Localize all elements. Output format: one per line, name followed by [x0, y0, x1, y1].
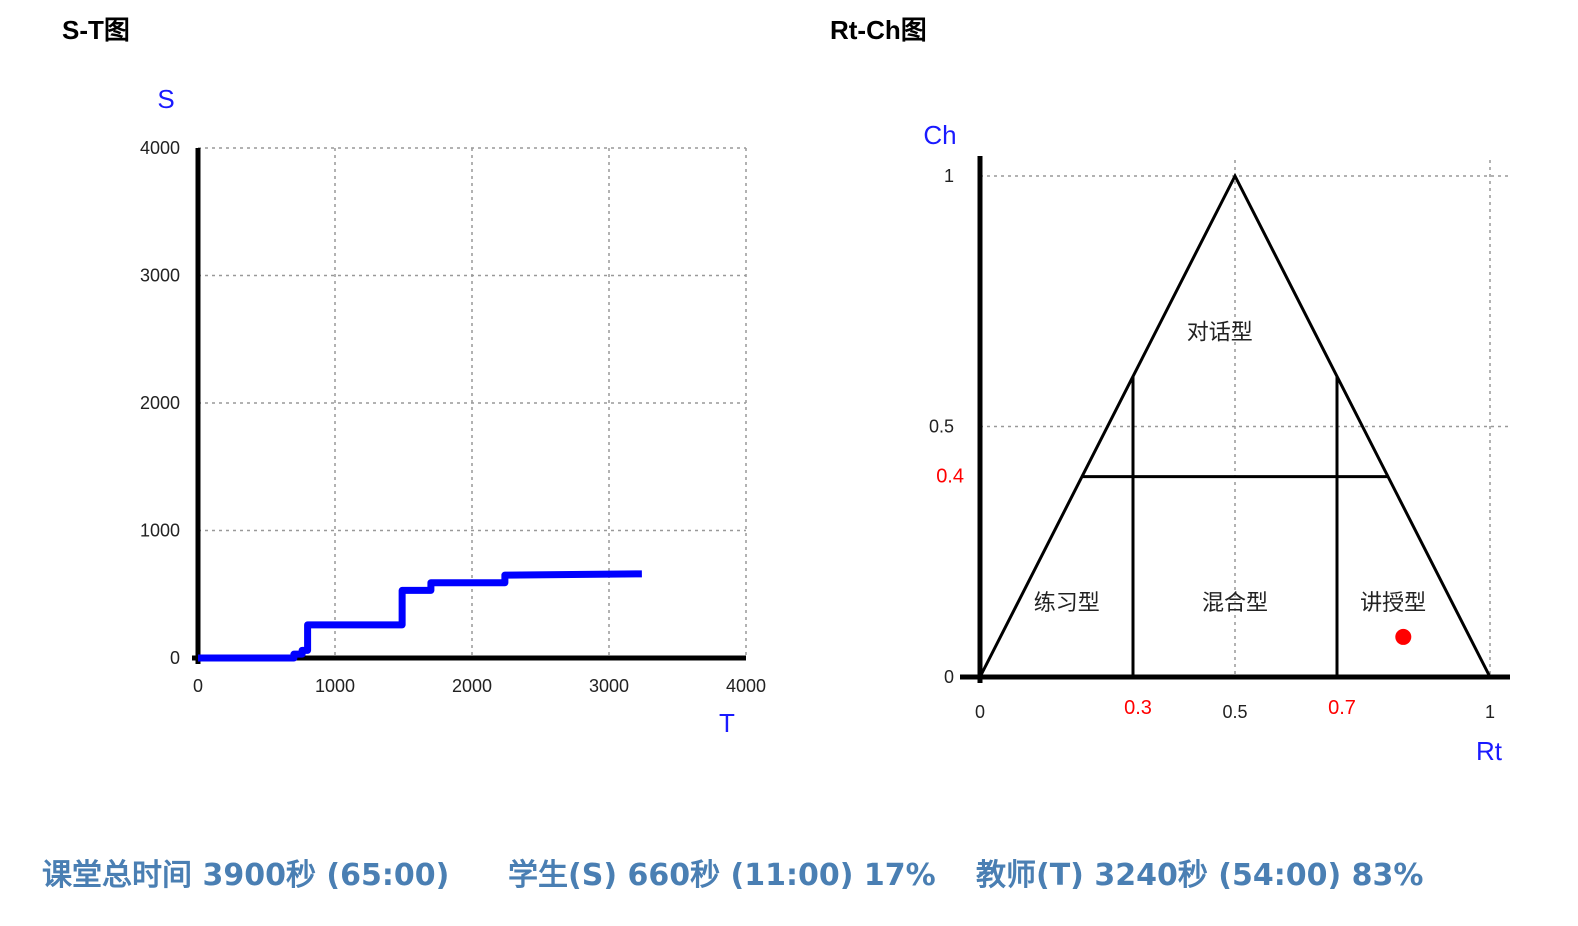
rtch-y-tick-label: 0.5 [929, 417, 954, 437]
rtch-data-point [1395, 628, 1412, 645]
st-x-tick-label: 2000 [452, 676, 492, 696]
rtch-x-threshold-label: 0.3 [1124, 697, 1152, 719]
st-y-tick-label: 2000 [140, 393, 180, 413]
rtch-x-threshold-label: 0.7 [1328, 697, 1356, 719]
rtch-x-tick-label: 0 [975, 702, 985, 722]
st-y-axis-label: S [157, 84, 174, 114]
rtch-y-tick-label: 1 [944, 166, 954, 186]
summary-teacher-time: 教师(T) 3240秒 (54:00) 83% [976, 858, 1424, 893]
st-y-tick-label: 3000 [140, 266, 180, 286]
st-series-line [198, 570, 642, 662]
st-x-tick-label: 4000 [726, 676, 766, 696]
rtch-region-label: 讲授型 [1360, 591, 1426, 616]
st-x-tick-label: 3000 [589, 676, 629, 696]
rtch-region-label: 练习型 [1034, 591, 1100, 616]
summary-total-time: 课堂总时间 3900秒 (65:00) [42, 858, 450, 893]
rtch-chart-title: Rt-Ch图 [830, 15, 927, 45]
st-x-axis-label: T [719, 708, 735, 738]
summary-student-time: 学生(S) 660秒 (11:00) 17% [508, 858, 936, 893]
rtch-x-tick-label: 0.5 [1222, 702, 1247, 722]
rtch-x-axis-label: Rt [1476, 736, 1503, 766]
rtch-region-label: 对话型 [1187, 320, 1253, 345]
rtch-y-threshold-label: 0.4 [936, 466, 964, 488]
rtch-x-tick-label: 1 [1485, 702, 1495, 722]
rtch-region-label: 混合型 [1202, 591, 1268, 616]
rtch-triangle-boundary [978, 172, 1492, 678]
st-y-tick-label: 0 [170, 648, 180, 668]
rtch-y-tick-label: 0 [944, 667, 954, 687]
st-x-tick-label: 0 [193, 676, 203, 696]
rtch-y-axis-label: Ch [923, 120, 956, 150]
st-y-tick-label: 1000 [140, 521, 180, 541]
st-chart-title: S-T图 [62, 15, 130, 45]
st-x-tick-label: 1000 [315, 676, 355, 696]
st-y-tick-label: 4000 [140, 138, 180, 158]
